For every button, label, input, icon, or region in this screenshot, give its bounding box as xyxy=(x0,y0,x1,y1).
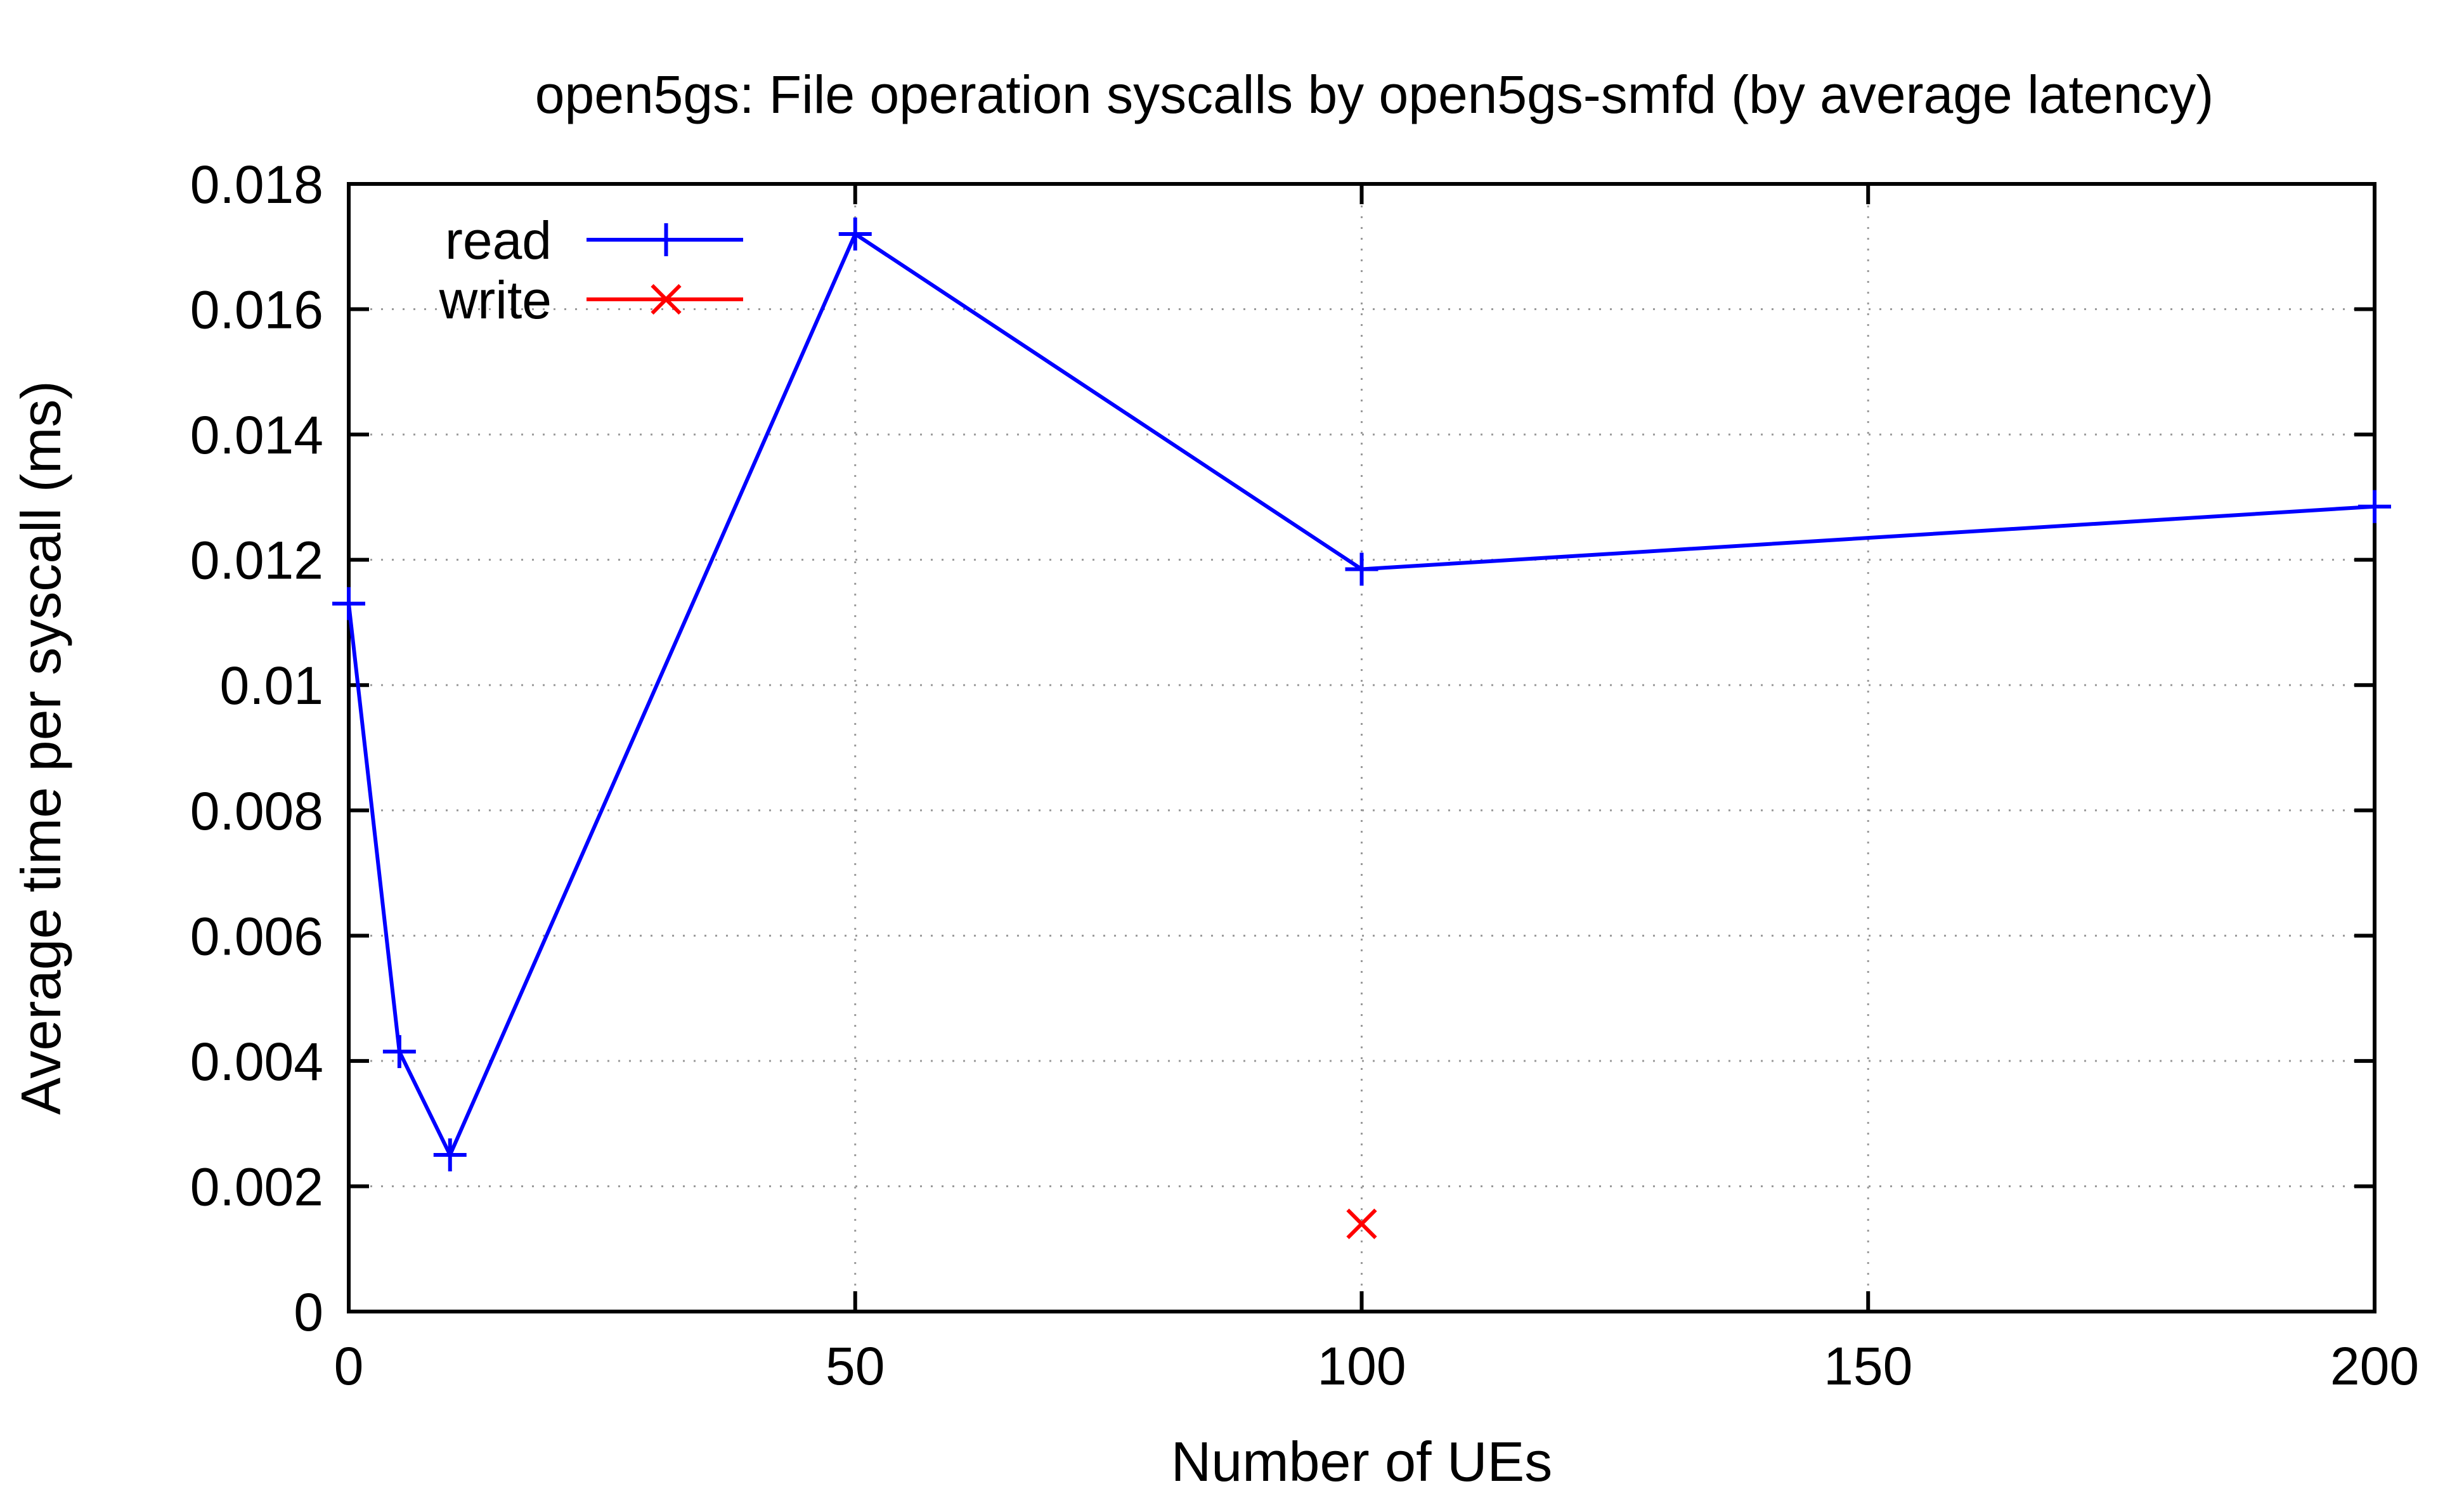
y-tick-label: 0.008 xyxy=(190,781,323,841)
y-tick-label: 0.004 xyxy=(190,1032,323,1091)
data-point-read xyxy=(1345,552,1378,586)
series-write xyxy=(1346,1208,1377,1239)
marker-d2 xyxy=(651,283,682,315)
grid-lines xyxy=(349,184,2375,1312)
axis-ticks xyxy=(347,182,2376,1313)
x-tick-labels: 0 50 100 150 200 xyxy=(334,1336,2419,1396)
data-point-read xyxy=(2358,490,2391,523)
y-tick-label: 0 xyxy=(294,1282,323,1342)
y-tick-label: 0.002 xyxy=(190,1157,323,1216)
y-tick-label: 0.016 xyxy=(190,280,323,340)
data-point-write xyxy=(1346,1208,1377,1239)
y-tick-label: 0.018 xyxy=(190,155,323,214)
chart-title: open5gs: File operation syscalls by open… xyxy=(535,65,2214,124)
y-tick-label: 0.012 xyxy=(190,531,323,590)
series-layer xyxy=(332,218,2391,1239)
x-tick-label: 100 xyxy=(1317,1336,1406,1396)
y-axis-title: Average time per syscall (ms) xyxy=(10,381,72,1114)
plot-frame xyxy=(347,182,2376,1313)
data-point-read xyxy=(838,218,872,251)
data-point-read xyxy=(433,1138,467,1172)
data-point-read xyxy=(332,587,365,620)
x-tick-label: 0 xyxy=(334,1336,364,1396)
legend-entry-write: write xyxy=(439,270,743,330)
legend-label-write: write xyxy=(439,270,552,330)
series-line-read xyxy=(347,232,2375,1157)
legend-marker-write xyxy=(651,283,682,315)
marker-d2 xyxy=(1346,1208,1377,1239)
legend-marker-read xyxy=(649,223,683,256)
x-tick-label: 150 xyxy=(1824,1336,1912,1396)
series-read xyxy=(332,218,2391,1172)
data-point-read xyxy=(382,1035,416,1069)
legend-label-read: read xyxy=(445,211,552,270)
y-tick-label: 0.01 xyxy=(220,656,324,715)
y-tick-label: 0.014 xyxy=(190,405,323,465)
x-axis-title: Number of UEs xyxy=(1171,1430,1553,1493)
x-tick-label: 200 xyxy=(2330,1336,2419,1396)
y-tick-labels: 0 0.002 0.004 0.006 0.008 0.01 0.012 0.014 0.016… xyxy=(190,155,323,1342)
legend-entry-read: read xyxy=(445,211,743,270)
x-tick-label: 50 xyxy=(826,1336,885,1396)
y-tick-label: 0.006 xyxy=(190,906,323,966)
